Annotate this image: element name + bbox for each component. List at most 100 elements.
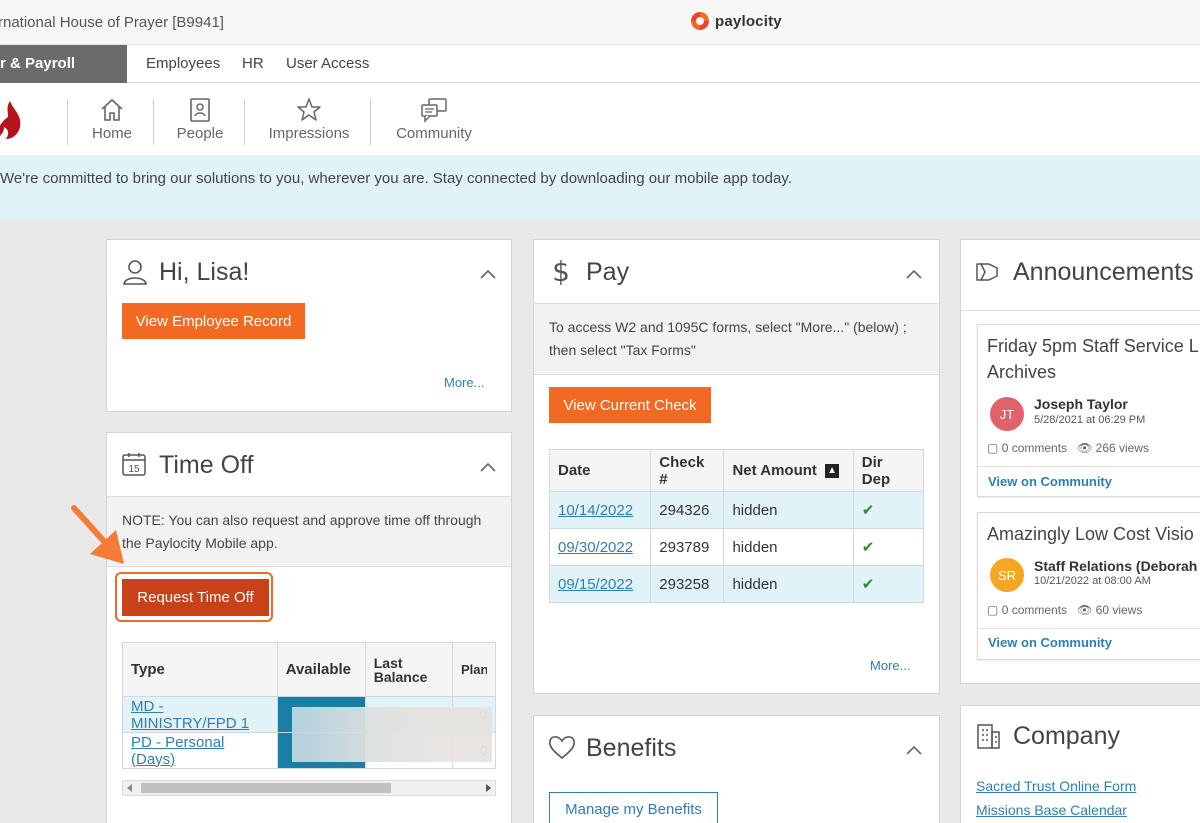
company-link-missions-calendar[interactable]: Missions Base Calendar: [976, 802, 1127, 818]
company-link-sacred-trust[interactable]: Sacred Trust Online Form: [976, 778, 1137, 794]
avatar: JT: [990, 397, 1024, 431]
top-bar: rnational House of Prayer [B9941] payloc…: [0, 0, 1200, 45]
pay-title: Pay: [586, 258, 630, 286]
announcement-author: Joseph Taylor: [1034, 396, 1128, 412]
col-dir-dep[interactable]: Dir Dep: [852, 449, 925, 492]
announcement-headline: Friday 5pm Staff Service L Archives: [987, 336, 1199, 382]
announcement-headline: Amazingly Low Cost Visio: [987, 524, 1194, 544]
announcements-title: Announcements: [1013, 258, 1194, 286]
pay-note: To access W2 and 1095C forms, select "Mo…: [534, 303, 939, 375]
check-number: 294326: [650, 491, 725, 529]
main-nav: r & Payroll Employees HR User Access: [0, 45, 1200, 83]
comment-icon: ▢: [987, 603, 999, 617]
church-logo-icon: [0, 101, 21, 139]
check-date-link[interactable]: 09/30/2022: [558, 538, 634, 556]
iconbar-community[interactable]: Community: [391, 97, 477, 142]
iconbar-impressions[interactable]: Impressions: [265, 97, 353, 142]
people-icon: [190, 98, 210, 122]
divider: [961, 310, 1200, 311]
paylocity-logo-icon: [691, 12, 709, 30]
view-on-community-link[interactable]: View on Community: [988, 474, 1112, 489]
announcement-author: Staff Relations (Deborah: [1034, 558, 1198, 574]
pointer-arrow-icon: [71, 505, 124, 564]
logo-text: paylocity: [715, 12, 782, 30]
comment-icon: ▢: [987, 441, 999, 455]
icon-bar: Home People Impressions Community: [0, 83, 1200, 155]
col-net-amount[interactable]: Net Amount ▲: [723, 449, 854, 492]
checkmark-icon: ✔: [852, 528, 925, 566]
separator: [67, 99, 68, 145]
iconbar-home-label: Home: [91, 125, 132, 142]
company-title: Company: [1013, 722, 1120, 750]
redacted-region: [292, 707, 492, 762]
mobile-app-banner: We're committed to bring our solutions t…: [0, 155, 1200, 219]
table-row: 09/30/2022 293789 hidden ✔: [548, 528, 925, 566]
time-off-title: Time Off: [159, 451, 254, 479]
scroll-right-icon[interactable]: [484, 784, 492, 792]
checkmark-icon: ✔: [852, 491, 925, 529]
megaphone-icon: [976, 263, 998, 281]
eye-icon: 👁: [1077, 441, 1093, 455]
chevron-up-icon[interactable]: [479, 265, 497, 283]
benefits-title: Benefits: [586, 734, 677, 762]
horizontal-scrollbar[interactable]: [122, 780, 496, 796]
user-icon: [123, 260, 147, 285]
col-check[interactable]: Check #: [650, 449, 725, 492]
announcement-item[interactable]: Friday 5pm Staff Service L Archives JT J…: [977, 324, 1200, 497]
check-date-link[interactable]: 09/15/2022: [558, 575, 634, 593]
scroll-left-icon[interactable]: [126, 784, 134, 792]
check-date-link[interactable]: 10/14/2022: [558, 501, 634, 519]
check-number: 293258: [650, 565, 725, 603]
sort-icon[interactable]: ▲: [825, 464, 840, 479]
net-amount: hidden: [723, 528, 854, 566]
chevron-up-icon[interactable]: [905, 741, 923, 759]
announcement-item[interactable]: Amazingly Low Cost Visio SR Staff Relati…: [977, 512, 1200, 660]
view-current-check-button[interactable]: View Current Check: [549, 387, 711, 423]
heart-icon: [549, 736, 575, 760]
time-off-note: NOTE: You can also request and approve t…: [107, 496, 511, 567]
company-card: Company Sacred Trust Online Form Mission…: [960, 705, 1200, 823]
iconbar-people[interactable]: People: [174, 97, 226, 142]
avatar: SR: [990, 558, 1024, 592]
svg-text:$: $: [552, 256, 570, 286]
net-amount: hidden: [723, 565, 854, 603]
net-amount: hidden: [723, 491, 854, 529]
announcement-date: 10/21/2022 at 08:00 AM: [1034, 575, 1151, 587]
iconbar-community-label: Community: [396, 125, 472, 142]
time-off-type-link[interactable]: PD - Personal (Days): [131, 733, 225, 768]
paylocity-logo[interactable]: paylocity: [690, 11, 782, 31]
announcement-stats: ▢ 0 comments 👁 60 views: [987, 603, 1143, 617]
greeting-more-link[interactable]: More...: [444, 375, 485, 390]
highlight-outline: [115, 572, 273, 622]
table-row: 09/15/2022 293258 hidden ✔: [548, 565, 925, 603]
chevron-up-icon[interactable]: [905, 265, 923, 283]
nav-item-payroll[interactable]: r & Payroll: [0, 45, 127, 83]
calendar-icon: 15: [122, 453, 146, 476]
col-date[interactable]: Date: [548, 449, 652, 492]
dollar-icon: $: [552, 256, 570, 286]
chevron-up-icon[interactable]: [479, 458, 497, 476]
svg-text:15: 15: [128, 464, 140, 475]
nav-item-user-access[interactable]: User Access: [286, 55, 370, 72]
time-off-type-link[interactable]: MD - MINISTRY/FPD 1: [131, 697, 250, 732]
home-icon: [101, 98, 123, 121]
pay-table: Date Check # Net Amount ▲ Dir Dep 10/14/…: [548, 449, 925, 603]
col-last-balance: Last Balance: [364, 642, 453, 697]
eye-icon: 👁: [1077, 603, 1093, 617]
company-name: rnational House of Prayer [B9941]: [0, 14, 224, 31]
request-time-off-button[interactable]: Request Time Off: [122, 579, 269, 616]
announcements-card: Announcements Friday 5pm Staff Service L…: [960, 239, 1200, 684]
iconbar-home[interactable]: Home: [88, 97, 136, 142]
view-on-community-link[interactable]: View on Community: [988, 635, 1112, 650]
col-type: Type: [122, 642, 278, 697]
separator: [244, 99, 245, 145]
nav-item-hr[interactable]: HR: [242, 55, 264, 72]
banner-text: We're committed to bring our solutions t…: [0, 170, 792, 187]
greeting-title: Hi, Lisa!: [159, 258, 250, 286]
manage-benefits-button[interactable]: Manage my Benefits: [549, 792, 718, 823]
view-employee-record-button[interactable]: View Employee Record: [122, 303, 305, 339]
scrollbar-thumb[interactable]: [141, 783, 391, 793]
pay-more-link[interactable]: More...: [870, 658, 911, 673]
nav-item-employees[interactable]: Employees: [146, 55, 221, 72]
building-icon: [977, 724, 1000, 749]
